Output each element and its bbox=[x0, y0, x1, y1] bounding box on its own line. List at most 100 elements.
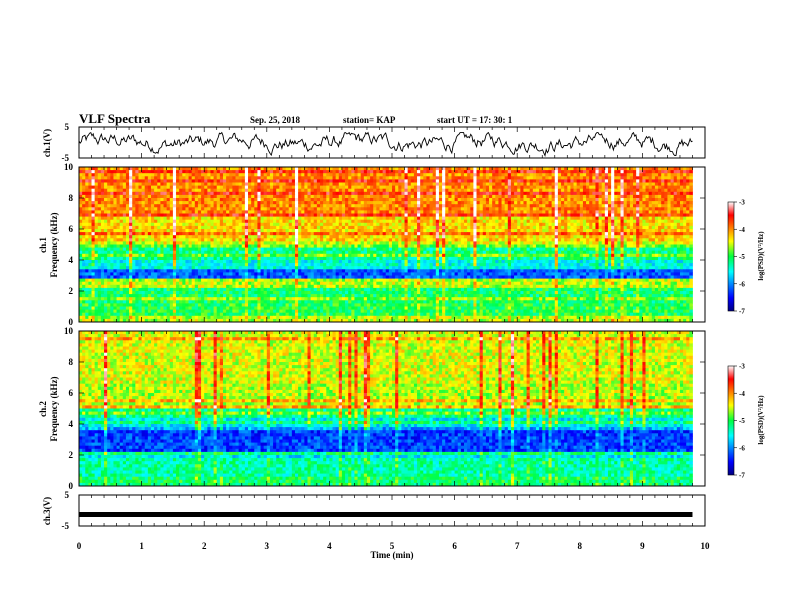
spectrogram-cell bbox=[157, 183, 161, 187]
spectrogram-cell bbox=[336, 207, 340, 211]
spectrogram-cell bbox=[627, 198, 631, 202]
spectrogram-cell bbox=[286, 214, 290, 218]
spectrogram-cell bbox=[583, 238, 587, 242]
spectrogram-cell bbox=[599, 214, 603, 218]
spectrogram-cell bbox=[595, 176, 599, 180]
spectrogram-cell bbox=[179, 198, 183, 202]
spectrogram-cell bbox=[304, 195, 308, 199]
spectrogram-cell bbox=[254, 186, 258, 190]
spectrogram-cell bbox=[223, 204, 227, 208]
spectrogram-cell bbox=[257, 179, 261, 183]
spectrogram-cell bbox=[351, 189, 355, 193]
spectrogram-cell bbox=[333, 201, 337, 205]
spectrogram-cell bbox=[95, 167, 99, 171]
spectrogram-cell bbox=[279, 170, 283, 174]
spectrogram-cell bbox=[674, 204, 678, 208]
spectrogram-cell bbox=[658, 173, 662, 177]
spectrogram-cell bbox=[555, 223, 559, 227]
spectrogram-cell bbox=[473, 167, 477, 171]
spectrogram-cell bbox=[292, 220, 296, 224]
spectrogram-cell bbox=[273, 223, 277, 227]
spectrogram-cell bbox=[658, 226, 662, 230]
spectrogram-cell bbox=[304, 186, 308, 190]
spectrogram-cell bbox=[627, 195, 631, 199]
spectrogram-cell bbox=[351, 201, 355, 205]
spectrogram-cell bbox=[304, 207, 308, 211]
spectrogram-cell bbox=[652, 220, 656, 224]
spectrogram-cell bbox=[182, 189, 186, 193]
spectrogram-cell bbox=[286, 179, 290, 183]
spectrogram-cell bbox=[580, 179, 584, 183]
spectrogram-cell bbox=[426, 207, 430, 211]
spectrogram-cell bbox=[370, 210, 374, 214]
spectrogram-cell bbox=[167, 201, 171, 205]
spectrogram-cell bbox=[129, 207, 133, 211]
spectrogram-cell bbox=[561, 223, 565, 227]
spectrogram-cell bbox=[686, 238, 690, 242]
spectrogram-cell bbox=[273, 235, 277, 239]
spectrogram-cell bbox=[107, 192, 111, 196]
spectrogram-cell bbox=[298, 170, 302, 174]
spectrogram-cell bbox=[282, 214, 286, 218]
spectrogram-cell bbox=[511, 183, 515, 187]
spectrogram-cell bbox=[574, 232, 578, 236]
spectrogram-cell bbox=[489, 201, 493, 205]
spectrogram-cell bbox=[145, 226, 149, 230]
spectrogram-cell bbox=[383, 195, 387, 199]
spectrogram-cell bbox=[85, 214, 89, 218]
spectrogram-cell bbox=[520, 173, 524, 177]
spectrogram-cell bbox=[602, 223, 606, 227]
spectrogram-cell bbox=[567, 217, 571, 221]
spectrogram-cell bbox=[176, 179, 180, 183]
spectrogram-cell bbox=[320, 189, 324, 193]
spectrogram-cell bbox=[245, 229, 249, 233]
spectrogram-cell bbox=[574, 235, 578, 239]
spectrogram-cell bbox=[599, 183, 603, 187]
spectrogram-cell bbox=[620, 235, 624, 239]
spectrogram-cell bbox=[342, 220, 346, 224]
spectrogram-cell bbox=[126, 201, 130, 205]
spectrogram-cell bbox=[436, 210, 440, 214]
spectrogram-cell bbox=[545, 204, 549, 208]
spectrogram-cell bbox=[364, 179, 368, 183]
spectrogram-cell bbox=[477, 241, 481, 245]
spectrogram-cell bbox=[683, 173, 687, 177]
spectrogram-cell bbox=[561, 173, 565, 177]
spectrogram-cell bbox=[430, 238, 434, 242]
spectrogram-cell bbox=[286, 235, 290, 239]
spectrogram-cell bbox=[379, 176, 383, 180]
spectrogram-cell bbox=[439, 186, 443, 190]
spectrogram-cell bbox=[145, 201, 149, 205]
spectrogram-cell bbox=[489, 189, 493, 193]
spectrogram-cell bbox=[367, 170, 371, 174]
spectrogram-cell bbox=[248, 179, 252, 183]
spectrogram-cell bbox=[401, 210, 405, 214]
spectrogram-cell bbox=[417, 235, 421, 239]
spectrogram-cell bbox=[113, 232, 117, 236]
spectrogram-cell bbox=[520, 232, 524, 236]
spectrogram-cell bbox=[157, 223, 161, 227]
spectrogram-cell bbox=[652, 170, 656, 174]
spectrogram-cell bbox=[320, 183, 324, 187]
spectrogram-cell bbox=[448, 198, 452, 202]
spectrogram-cell bbox=[505, 195, 509, 199]
spectrogram-cell bbox=[498, 214, 502, 218]
spectrogram-cell bbox=[498, 167, 502, 171]
spectrogram-cell bbox=[671, 238, 675, 242]
spectrogram-cell bbox=[539, 235, 543, 239]
spectrogram-cell bbox=[157, 226, 161, 230]
spectrogram-cell bbox=[135, 167, 139, 171]
spectrogram-cell bbox=[217, 183, 221, 187]
spectrogram-cell bbox=[339, 217, 343, 221]
spectrogram-cell bbox=[223, 241, 227, 245]
spectrogram-cell bbox=[480, 204, 484, 208]
spectrogram-cell bbox=[113, 217, 117, 221]
spectrogram-cell bbox=[542, 241, 546, 245]
spectrogram-cell bbox=[261, 192, 265, 196]
spectrogram-cell bbox=[151, 192, 155, 196]
spectrogram-cell bbox=[680, 220, 684, 224]
spectrogram-cell bbox=[179, 167, 183, 171]
spectrogram-cell bbox=[173, 207, 177, 211]
spectrogram-cell bbox=[198, 183, 202, 187]
spectrogram-cell bbox=[680, 229, 684, 233]
